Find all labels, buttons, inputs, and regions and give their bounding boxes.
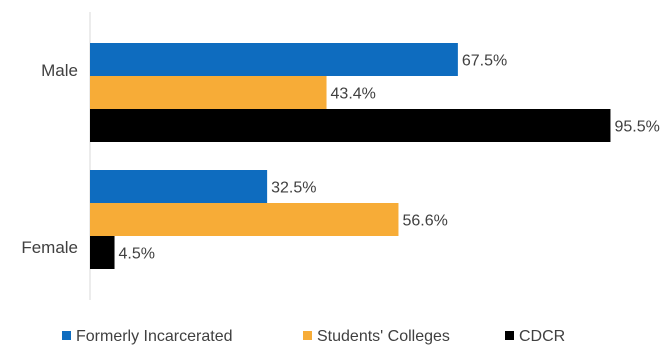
legend-label-formerly-incarcerated: Formerly Incarcerated [76,328,233,345]
data-label-female-formerly-incarcerated: 32.5% [271,180,316,197]
bar-male-cdcr [90,109,611,142]
data-label-male-students-colleges: 43.4% [331,86,376,103]
bar-male-formerly-incarcerated [90,43,458,76]
bar-female-students-colleges [90,203,399,236]
legend-label-cdcr: CDCR [519,328,565,345]
data-label-male-cdcr: 95.5% [614,119,659,136]
legend-swatch-formerly-incarcerated [62,331,71,340]
data-label-male-formerly-incarcerated: 67.5% [462,53,507,70]
data-label-female-cdcr: 4.5% [119,246,155,263]
data-label-female-students-colleges: 56.6% [402,213,447,230]
legend-label-students-colleges: Students' Colleges [317,328,450,345]
bar-female-formerly-incarcerated [90,170,268,203]
bar-female-cdcr [90,236,115,269]
category-label-female: Female [21,238,78,257]
category-label-male: Male [41,61,78,80]
legend-swatch-cdcr [505,331,514,340]
legend-swatch-students-colleges [303,331,312,340]
bar-male-students-colleges [90,76,327,109]
